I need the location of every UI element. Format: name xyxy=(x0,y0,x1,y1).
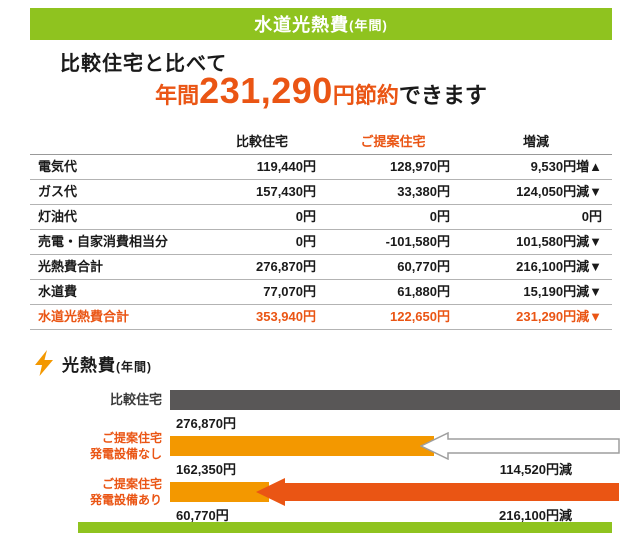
cell-compare: 77,070円 xyxy=(263,284,316,299)
chart-bar xyxy=(170,482,269,502)
bar-value-label: 60,770円 xyxy=(176,508,229,523)
row-label: 水道光熱費合計 xyxy=(38,309,130,324)
cell-proposed: 0円 xyxy=(429,209,450,224)
chart-label-line: 発電設備あり xyxy=(89,493,162,507)
chart-row-compare-house: 276,870円 xyxy=(170,390,620,431)
row-label: 電気代 xyxy=(38,159,78,174)
headline-savings: 年間231,290円節約できます xyxy=(30,70,612,112)
table-row: 水道費 77,070円 61,880円 15,190円減▼ xyxy=(30,280,612,305)
cell-change: 15,190円減▼ xyxy=(523,284,602,299)
headline-compare: 比較住宅と比べて xyxy=(60,53,228,75)
bar-value-label: 162,350円 xyxy=(176,462,236,477)
cell-proposed: 61,880円 xyxy=(397,284,450,299)
cell-proposed: 122,650円 xyxy=(390,309,450,324)
cell-change: 124,050円減▼ xyxy=(516,184,602,199)
cell-compare: 119,440円 xyxy=(256,159,316,174)
cell-proposed: -101,580円 xyxy=(385,234,450,249)
cell-compare: 0円 xyxy=(295,209,316,224)
table-total-row: 水道光熱費合計 353,940円 122,650円 231,290円減▼ xyxy=(30,305,612,330)
row-label: 光熱費合計 xyxy=(38,259,104,274)
row-label: 売電・自家消費相当分 xyxy=(38,234,169,249)
lightning-icon xyxy=(35,350,53,376)
reduction-arrow-solid xyxy=(255,477,620,507)
cell-proposed: 128,970円 xyxy=(390,159,450,174)
table-header-row: 比較住宅 ご提案住宅 増減 xyxy=(30,130,612,155)
row-label: ガス代 xyxy=(38,184,78,199)
chart-bar xyxy=(170,390,620,410)
chart-label-proposed-with-pv: ご提案住宅 発電設備あり xyxy=(0,476,162,508)
cell-compare: 276,870円 xyxy=(256,259,316,274)
chart-label-line: 発電設備なし xyxy=(89,447,162,461)
cell-proposed: 33,380円 xyxy=(397,184,450,199)
table-row: ガス代 157,430円 33,380円 124,050円減▼ xyxy=(30,180,612,205)
chart-label-proposed-no-pv: ご提案住宅 発電設備なし xyxy=(0,430,162,462)
savings-prefix: 年間 xyxy=(155,83,200,108)
cell-change: 101,580円減▼ xyxy=(516,234,602,249)
section-title-suffix: (年間) xyxy=(349,17,388,33)
chart-section-heading: 光熱費(年間) xyxy=(34,350,152,376)
cell-change: 0円 xyxy=(581,209,602,224)
chart-label-line: ご提案住宅 xyxy=(101,477,162,491)
header-compare-house: 比較住宅 xyxy=(235,134,288,149)
cell-change: 9,530円増▲ xyxy=(530,159,602,174)
reduction-arrow-outline xyxy=(419,431,620,461)
energy-cost-bar-chart: 276,870円 162,350円 114,520円減 60,770円 216,… xyxy=(170,390,620,530)
savings-unit: 円節約 xyxy=(332,83,399,108)
chart-row-proposed-no-pv: 162,350円 114,520円減 xyxy=(170,431,620,477)
chart-category-labels: 比較住宅 ご提案住宅 発電設備なし ご提案住宅 発電設備あり xyxy=(0,390,162,530)
cell-compare: 353,940円 xyxy=(256,309,316,324)
chart-label-line: 比較住宅 xyxy=(109,392,162,407)
section-header-water-utility: 水道光熱費 (年間) xyxy=(30,8,612,40)
header-proposed-house: ご提案住宅 xyxy=(360,134,426,149)
section-title: 水道光熱費 xyxy=(254,15,350,35)
row-label: 灯油代 xyxy=(38,209,78,224)
table-row: 灯油代 0円 0円 0円 xyxy=(30,205,612,230)
row-label: 水道費 xyxy=(38,284,78,299)
savings-suffix: できます xyxy=(398,83,487,108)
reduction-label: 114,520円減 xyxy=(499,462,572,477)
table-row: 電気代 119,440円 128,970円 9,530円増▲ xyxy=(30,155,612,180)
next-section-header-partial xyxy=(78,522,612,533)
table-row: 光熱費合計 276,870円 60,770円 216,100円減▼ xyxy=(30,255,612,280)
table-row: 売電・自家消費相当分 0円 -101,580円 101,580円減▼ xyxy=(30,230,612,255)
chart-section-title: 光熱費(年間) xyxy=(62,355,152,375)
bar-value-label: 276,870円 xyxy=(176,416,236,431)
cell-change: 231,290円減▼ xyxy=(516,309,602,324)
chart-label-line: ご提案住宅 xyxy=(101,431,162,445)
header-blank xyxy=(30,130,198,155)
header-change: 増減 xyxy=(522,134,549,149)
savings-amount: 231,290 xyxy=(199,70,333,111)
reduction-label: 216,100円減 xyxy=(499,508,572,523)
cell-change: 216,100円減▼ xyxy=(516,259,602,274)
chart-bar xyxy=(170,436,434,456)
cell-compare: 0円 xyxy=(295,234,316,249)
chart-section-title-suffix: (年間) xyxy=(116,359,152,374)
cell-proposed: 60,770円 xyxy=(397,259,450,274)
cell-compare: 157,430円 xyxy=(256,184,316,199)
cost-comparison-table: 比較住宅 ご提案住宅 増減 電気代 119,440円 128,970円 9,53… xyxy=(30,130,612,330)
chart-label-compare-house: 比較住宅 xyxy=(0,392,162,408)
chart-row-proposed-with-pv: 60,770円 216,100円減 xyxy=(170,478,620,523)
